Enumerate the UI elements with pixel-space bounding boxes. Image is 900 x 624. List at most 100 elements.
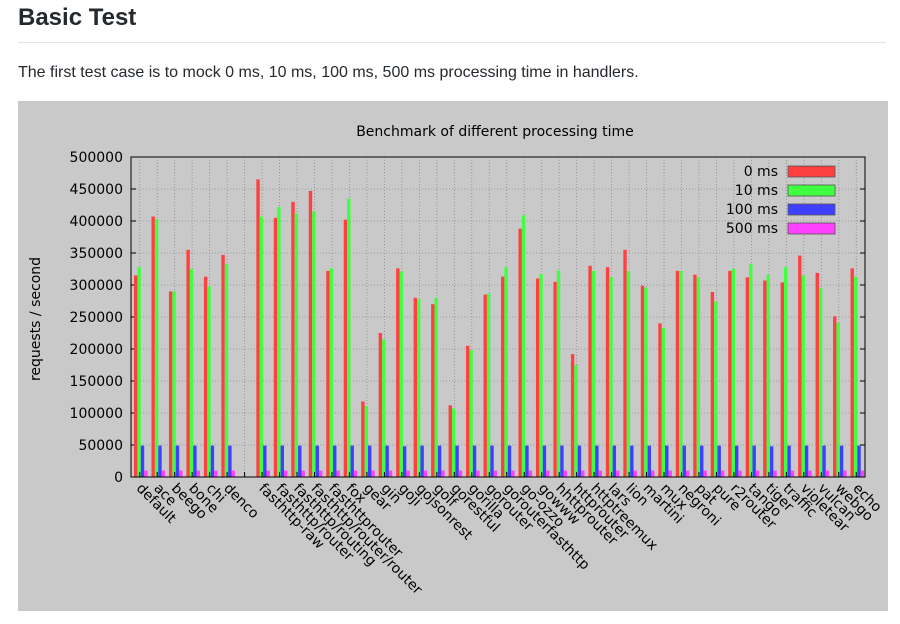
bar	[825, 470, 830, 477]
bar	[385, 445, 389, 477]
bar	[836, 322, 840, 477]
bar	[402, 446, 407, 477]
bar	[822, 445, 826, 477]
y-tick-label: 50000	[78, 438, 123, 454]
bar	[731, 269, 735, 477]
bar	[738, 470, 742, 477]
heading-divider	[18, 42, 886, 43]
bar	[203, 276, 208, 477]
bar	[784, 267, 788, 477]
bar	[388, 470, 393, 477]
bar	[769, 446, 774, 477]
bar	[417, 299, 421, 477]
bar	[798, 255, 802, 477]
bar	[703, 470, 707, 477]
bar	[581, 470, 585, 477]
y-tick-label: 250000	[70, 310, 123, 326]
bar	[231, 470, 235, 477]
bar	[525, 445, 529, 477]
bar	[839, 445, 844, 477]
bar	[773, 470, 777, 477]
section-heading: Basic Test	[18, 4, 137, 31]
bar	[556, 270, 561, 477]
bar	[815, 272, 819, 477]
intro-text: The first test case is to mock 0 ms, 10 …	[18, 64, 639, 81]
bar	[710, 292, 715, 477]
bar	[546, 470, 550, 477]
bar	[186, 249, 190, 477]
bar	[720, 470, 725, 477]
bar	[693, 274, 697, 477]
bar	[256, 179, 260, 477]
legend-swatch	[787, 165, 836, 178]
bar	[745, 277, 750, 477]
y-tick-label: 450000	[70, 182, 123, 198]
bar	[850, 268, 854, 477]
legend-swatch	[787, 184, 836, 197]
bar	[521, 215, 526, 477]
x-tick-label: denco	[220, 481, 261, 522]
bar	[577, 445, 582, 477]
bar	[749, 263, 753, 477]
legend-label: 10 ms	[735, 183, 778, 199]
bar	[455, 445, 459, 477]
bar	[685, 470, 690, 477]
bar	[563, 470, 568, 477]
bar	[214, 470, 218, 477]
bar	[179, 470, 183, 477]
bar	[308, 190, 313, 478]
y-tick-label: 100000	[70, 406, 123, 422]
bar	[193, 445, 197, 477]
bar	[140, 445, 145, 477]
bar	[210, 445, 215, 477]
bar	[158, 445, 162, 477]
legend-label: 100 ms	[726, 202, 778, 218]
bar	[301, 470, 305, 477]
bar	[493, 470, 498, 477]
bar	[298, 445, 302, 477]
bar	[144, 470, 148, 477]
bar	[626, 270, 631, 477]
bar	[728, 270, 732, 477]
bar	[280, 445, 285, 477]
bar	[535, 278, 540, 477]
bar	[511, 470, 515, 477]
bar	[696, 277, 701, 477]
legend-swatch	[787, 222, 836, 235]
bar	[458, 470, 463, 477]
bar	[207, 286, 211, 477]
bar	[528, 470, 533, 477]
bar	[734, 445, 739, 477]
bar	[787, 445, 791, 477]
chart-container: Benchmark of different processing time r…	[18, 101, 888, 611]
bar	[221, 254, 225, 477]
bar	[367, 445, 372, 477]
bar	[154, 219, 159, 477]
bar	[623, 249, 627, 477]
bar	[665, 445, 669, 477]
bar	[616, 470, 620, 477]
bar	[818, 288, 823, 477]
x-tick-labels: defaultacebeegobonechidencofasthttp-rawf…	[133, 481, 885, 599]
bar	[336, 470, 340, 477]
bar	[364, 405, 368, 477]
bar	[333, 445, 337, 477]
legend-swatch	[787, 203, 836, 216]
bar	[326, 270, 330, 477]
bar	[714, 301, 718, 477]
bar	[441, 470, 445, 477]
y-tick-labels: 0 50000 100000 150000 200000 250000 300000 3500…	[70, 150, 123, 486]
y-tick-label: 400000	[70, 214, 123, 230]
bar	[273, 217, 278, 478]
bar	[378, 333, 383, 477]
bar	[353, 470, 358, 477]
bar	[451, 408, 456, 477]
bar	[472, 445, 477, 477]
bar	[483, 294, 487, 477]
bar	[291, 201, 295, 478]
bar	[228, 445, 232, 477]
y-tick-label: 500000	[70, 150, 123, 166]
bar	[396, 268, 400, 477]
bar	[507, 445, 512, 477]
